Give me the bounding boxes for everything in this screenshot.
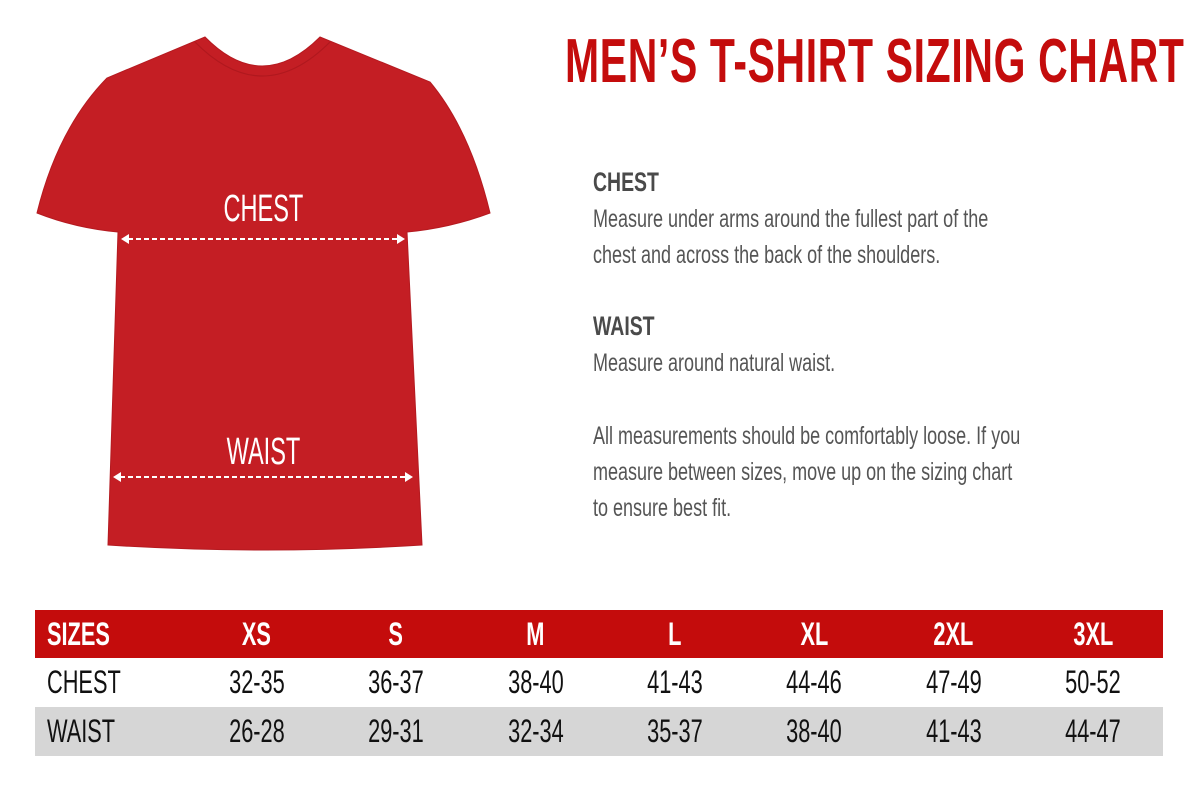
page-title: MEN’S T-SHIRT SIZING CHART <box>565 27 1185 96</box>
shirt-waist-label: WAIST <box>226 431 300 473</box>
row-label: WAIST <box>35 707 187 756</box>
table-cell: 50-52 <box>1023 658 1163 707</box>
table-row: WAIST 26-28 29-31 32-34 35-37 38-40 41-4… <box>35 707 1163 756</box>
table-cell: 44-46 <box>744 658 885 707</box>
row-label: CHEST <box>35 658 187 707</box>
header-cell: 2XL <box>884 610 1024 658</box>
tshirt-illustration <box>36 36 491 551</box>
table-cell: 38-40 <box>465 658 606 707</box>
collar-seam <box>194 41 331 77</box>
table-cell: 35-37 <box>605 707 745 756</box>
table-cell: 32-35 <box>187 658 327 707</box>
header-cell: 3XL <box>1023 610 1163 658</box>
waist-heading: WAIST <box>593 311 655 341</box>
fit-note: All measurements should be comfortably l… <box>593 422 1021 522</box>
table-cell: 36-37 <box>326 658 466 707</box>
waist-instructions: Measure around natural waist. <box>593 349 836 377</box>
chest-arrow <box>121 234 405 244</box>
table-row: CHEST 32-35 36-37 38-40 41-43 44-46 47-4… <box>35 658 1163 707</box>
shirt-chest-label: CHEST <box>223 188 303 230</box>
header-cell: S <box>326 610 466 658</box>
tshirt-shape <box>36 36 491 551</box>
header-cell: M <box>465 610 606 658</box>
table-cell: 38-40 <box>744 707 885 756</box>
table-cell: 41-43 <box>605 658 745 707</box>
size-table: SIZES XS S M L XL 2XL 3XL CHEST 32-35 36… <box>35 610 1163 756</box>
table-header-row: SIZES XS S M L XL 2XL 3XL <box>35 610 1163 658</box>
table-cell: 47-49 <box>884 658 1024 707</box>
chest-instructions: Measure under arms around the fullest pa… <box>593 205 989 269</box>
table-cell: 32-34 <box>465 707 606 756</box>
header-cell: L <box>605 610 745 658</box>
table-cell: 44-47 <box>1023 707 1163 756</box>
header-cell: XL <box>744 610 885 658</box>
header-cell: SIZES <box>35 610 187 658</box>
table-cell: 29-31 <box>326 707 466 756</box>
header-cell: XS <box>187 610 327 658</box>
waist-arrow <box>113 472 413 482</box>
table-cell: 41-43 <box>884 707 1024 756</box>
table-cell: 26-28 <box>187 707 327 756</box>
chest-heading: CHEST <box>593 167 659 197</box>
